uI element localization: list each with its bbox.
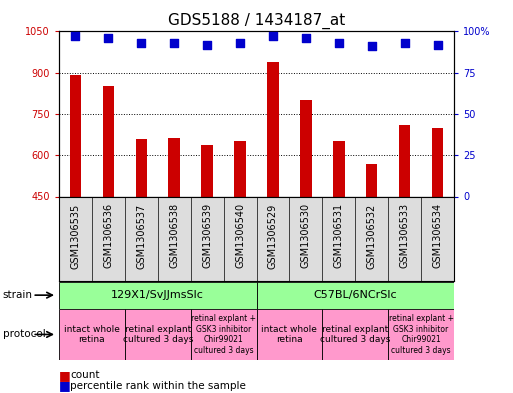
- Bar: [103, 86, 114, 320]
- Text: intact whole
retina: intact whole retina: [64, 325, 120, 344]
- Point: [137, 40, 145, 46]
- Bar: [333, 141, 345, 320]
- Text: GSM1306538: GSM1306538: [169, 203, 179, 268]
- Text: GSM1306530: GSM1306530: [301, 203, 311, 268]
- Bar: [234, 141, 246, 320]
- Text: strain: strain: [3, 290, 32, 300]
- Text: GSM1306537: GSM1306537: [136, 203, 146, 268]
- Text: GSM1306535: GSM1306535: [70, 203, 81, 268]
- Text: intact whole
retina: intact whole retina: [262, 325, 318, 344]
- FancyBboxPatch shape: [322, 309, 388, 360]
- Bar: [432, 128, 443, 320]
- Point: [401, 40, 409, 46]
- Text: retinal explant +
GSK3 inhibitor
Chir99021
cultured 3 days: retinal explant + GSK3 inhibitor Chir990…: [388, 314, 453, 354]
- Text: percentile rank within the sample: percentile rank within the sample: [70, 381, 246, 391]
- Bar: [202, 145, 213, 320]
- Text: GSM1306532: GSM1306532: [367, 203, 377, 268]
- Text: GSM1306539: GSM1306539: [202, 203, 212, 268]
- Point: [236, 40, 244, 46]
- Text: GSM1306531: GSM1306531: [334, 203, 344, 268]
- Text: ■: ■: [59, 379, 71, 393]
- FancyBboxPatch shape: [125, 309, 191, 360]
- Text: count: count: [70, 370, 100, 380]
- Text: GSM1306540: GSM1306540: [235, 203, 245, 268]
- Point: [71, 33, 80, 40]
- Text: C57BL/6NCrSlc: C57BL/6NCrSlc: [313, 290, 397, 300]
- Text: retinal explant +
GSK3 inhibitor
Chir99021
cultured 3 days: retinal explant + GSK3 inhibitor Chir990…: [191, 314, 256, 354]
- Point: [170, 40, 179, 46]
- Bar: [135, 139, 147, 320]
- Text: retinal explant
cultured 3 days: retinal explant cultured 3 days: [320, 325, 390, 344]
- Text: GSM1306533: GSM1306533: [400, 203, 409, 268]
- Point: [104, 35, 112, 41]
- Text: protocol: protocol: [3, 329, 45, 340]
- Bar: [300, 100, 311, 320]
- Point: [433, 42, 442, 48]
- Point: [334, 40, 343, 46]
- FancyBboxPatch shape: [256, 282, 454, 309]
- Text: retinal explant
cultured 3 days: retinal explant cultured 3 days: [123, 325, 193, 344]
- Text: ■: ■: [59, 369, 71, 382]
- FancyBboxPatch shape: [191, 309, 256, 360]
- FancyBboxPatch shape: [388, 309, 454, 360]
- Bar: [168, 138, 180, 320]
- Bar: [267, 62, 279, 320]
- Bar: [399, 125, 410, 320]
- Text: GSM1306534: GSM1306534: [432, 203, 443, 268]
- Point: [302, 35, 310, 41]
- Bar: [366, 164, 378, 320]
- Bar: [70, 75, 81, 320]
- FancyBboxPatch shape: [256, 309, 322, 360]
- FancyBboxPatch shape: [59, 309, 125, 360]
- Point: [203, 42, 211, 48]
- FancyBboxPatch shape: [59, 282, 256, 309]
- Text: 129X1/SvJJmsSlc: 129X1/SvJJmsSlc: [111, 290, 204, 300]
- Title: GDS5188 / 1434187_at: GDS5188 / 1434187_at: [168, 13, 345, 29]
- Point: [368, 43, 376, 50]
- Text: GSM1306536: GSM1306536: [104, 203, 113, 268]
- Point: [269, 33, 277, 40]
- Text: GSM1306529: GSM1306529: [268, 203, 278, 268]
